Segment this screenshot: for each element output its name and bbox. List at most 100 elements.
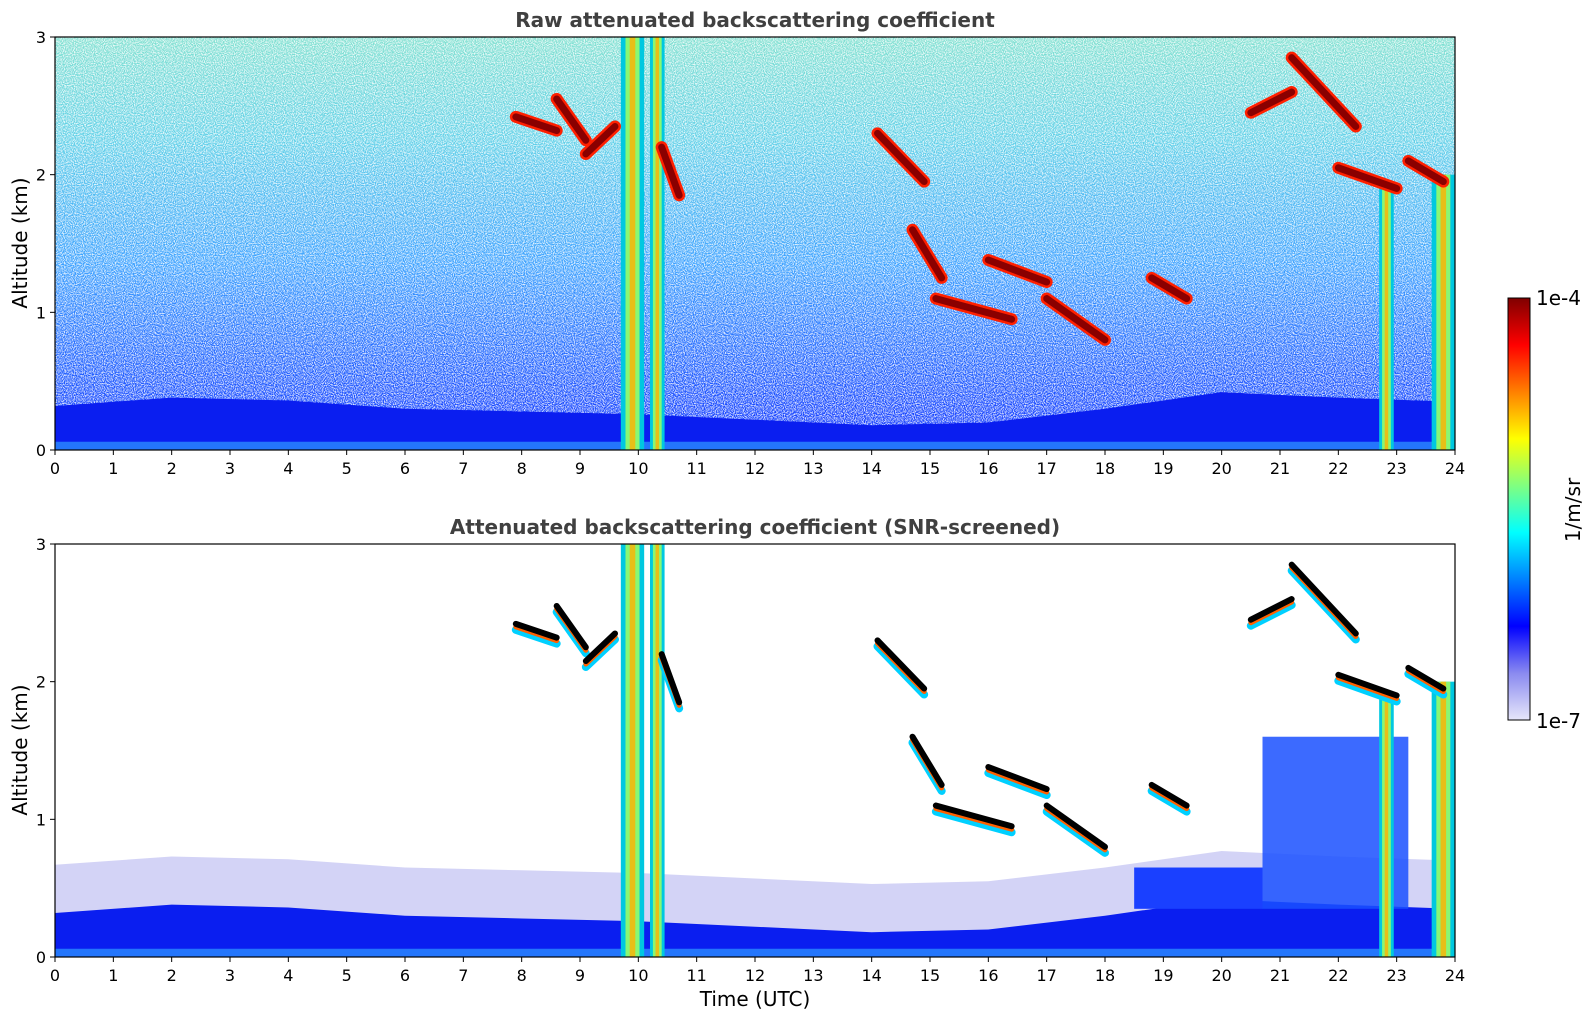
- x-tick-label: 6: [400, 459, 410, 478]
- precipitation-column: [650, 544, 665, 957]
- cloud-saturated: [658, 651, 683, 706]
- precipitation-column: [1431, 681, 1455, 957]
- near-ground-layer: [55, 948, 1455, 957]
- column-core: [1384, 188, 1389, 450]
- cloud-edge: [1404, 669, 1448, 699]
- cloud-core: [553, 95, 590, 144]
- cloud-layer: [552, 602, 590, 658]
- aerosol-patch: [1134, 867, 1263, 909]
- cloud-layer: [982, 254, 1053, 289]
- cloud-edge: [931, 807, 1016, 837]
- boundary-layer: [55, 899, 1455, 957]
- column-core: [629, 544, 636, 957]
- x-tick-label: 12: [745, 459, 765, 478]
- x-tick-label: 16: [978, 966, 998, 985]
- precipitation-column: [1379, 188, 1394, 450]
- cloud-saturated: [1335, 671, 1400, 699]
- x-tick-label: 8: [517, 459, 527, 478]
- cloud-layer: [581, 630, 619, 672]
- cloud-layer: [908, 733, 946, 795]
- y-axis-ticks-raw: 0 1 2 3: [36, 28, 55, 460]
- chart-title-raw: Raw attenuated backscattering coefficien…: [515, 8, 995, 32]
- column-core: [1384, 695, 1389, 957]
- cloud-layer: [873, 637, 929, 699]
- x-tick-label: 11: [686, 459, 706, 478]
- x-tick-label: 14: [861, 966, 881, 985]
- cloud-layer: [550, 92, 592, 147]
- cloud-layer: [655, 141, 686, 202]
- colorbar-min-label: 1e-7: [1536, 709, 1581, 733]
- x-tick-label: 4: [283, 966, 293, 985]
- y-tick-label: 0: [36, 441, 46, 460]
- x-tick-label: 23: [1386, 459, 1406, 478]
- x-tick-label: 13: [803, 459, 823, 478]
- x-tick-label: 19: [1153, 459, 1173, 478]
- cloud-core: [582, 122, 619, 158]
- x-tick-label: 23: [1386, 966, 1406, 985]
- x-tick-label: 11: [686, 966, 706, 985]
- cloud-core: [909, 226, 946, 282]
- column-core: [655, 544, 660, 957]
- y-tick-label: 1: [36, 810, 46, 829]
- cloud-layer: [1042, 802, 1109, 857]
- y-tick-label: 3: [36, 535, 46, 554]
- colorbar-max-label: 1e-4: [1536, 286, 1581, 310]
- cloud-layer: [1404, 664, 1448, 699]
- precipitation-column: [1379, 695, 1394, 957]
- x-tick-label: 14: [861, 459, 881, 478]
- x-tick-label: 17: [1036, 459, 1056, 478]
- colorbar-gradient: [1507, 297, 1531, 721]
- cloud-saturated: [1288, 561, 1359, 637]
- x-tick-label: 22: [1328, 459, 1348, 478]
- cloud-saturated: [1148, 781, 1190, 809]
- cloud-layer: [509, 110, 563, 137]
- cloud-edge: [1334, 676, 1401, 706]
- cloud-core: [932, 295, 1016, 323]
- cloud-edge: [1147, 786, 1191, 816]
- cloud-saturated: [582, 630, 618, 665]
- y-tick-label: 2: [36, 166, 46, 185]
- x-tick-label: 22: [1328, 966, 1348, 985]
- cloud-saturated: [1405, 664, 1447, 692]
- cloud-edge: [511, 625, 561, 648]
- cloud-edge: [1246, 601, 1296, 630]
- precipitation-column: [1431, 174, 1455, 450]
- x-tick-label: 24: [1445, 459, 1465, 478]
- x-tick-label: 9: [575, 459, 585, 478]
- x-tick-label: 20: [1211, 459, 1231, 478]
- x-tick-label: 5: [342, 459, 352, 478]
- cloud-core: [512, 113, 561, 135]
- cloud-layer: [1246, 596, 1296, 630]
- x-tick-label: 8: [517, 966, 527, 985]
- raw-backscatter-heatmap: [55, 37, 1455, 450]
- cloud-layer: [1287, 561, 1360, 644]
- x-axis-ticks-raw: 0 1 2 3 4 5 6 7 8 9 10 11 12 13 14 15 16 17 18 19 20 21 22 23 24: [50, 450, 1465, 478]
- cloud-layer: [1040, 292, 1111, 346]
- column-core: [1440, 174, 1447, 450]
- x-tick-label: 7: [458, 459, 468, 478]
- y-tick-label: 3: [36, 28, 46, 47]
- screened-backscatter-panel: Attenuated backscattering coefficient (S…: [8, 515, 1465, 1011]
- noise-speckle: [55, 37, 1455, 450]
- cloud-saturated: [932, 802, 1015, 830]
- x-tick-label: 6: [400, 966, 410, 985]
- near-ground-layer: [55, 441, 1455, 450]
- x-axis-label: Time (UTC): [699, 987, 811, 1011]
- x-tick-label: 18: [1095, 966, 1115, 985]
- cloud-layer: [1402, 154, 1450, 188]
- cloud-layer: [1244, 86, 1298, 119]
- column-core: [1440, 681, 1447, 957]
- x-tick-label: 13: [803, 966, 823, 985]
- x-tick-label: 0: [50, 966, 60, 985]
- x-tick-label: 10: [628, 459, 648, 478]
- x-tick-label: 2: [167, 459, 177, 478]
- cloud-core: [1247, 88, 1296, 117]
- precipitation-column: [620, 544, 645, 957]
- cloud-layer: [1147, 781, 1191, 816]
- y-tick-label: 1: [36, 303, 46, 322]
- screened-backscatter-heatmap: [55, 544, 1455, 957]
- cloud-core: [658, 143, 683, 199]
- x-tick-label: 3: [225, 966, 235, 985]
- cloud-saturated: [553, 602, 589, 651]
